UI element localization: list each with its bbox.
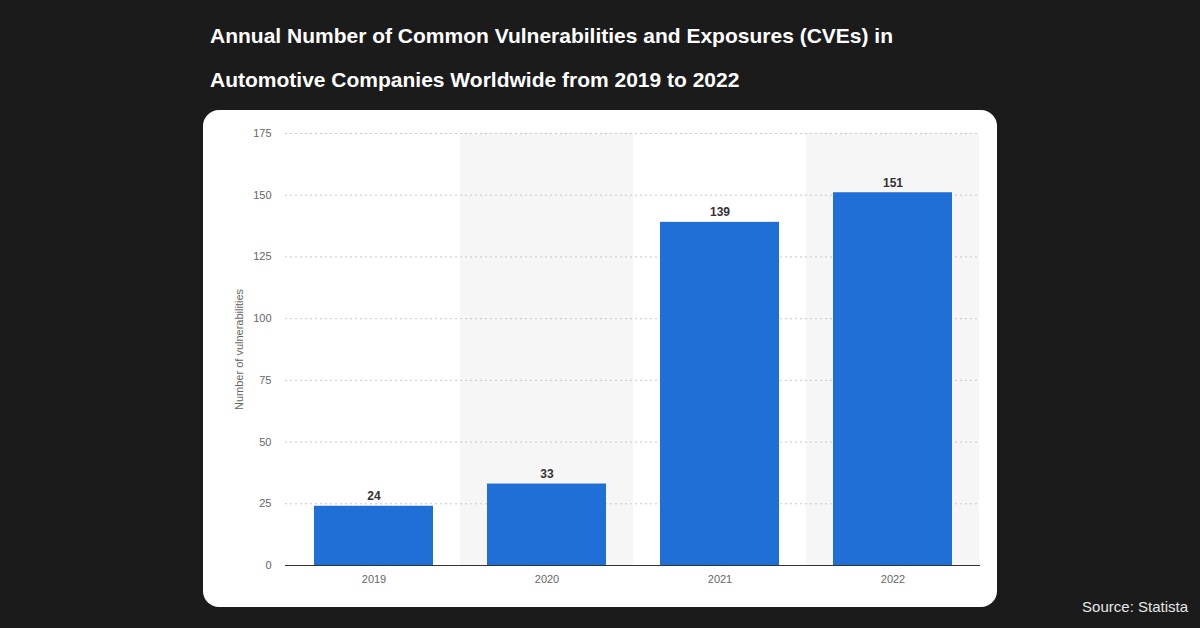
svg-text:151: 151 bbox=[883, 176, 903, 190]
svg-text:24: 24 bbox=[367, 489, 381, 503]
svg-text:25: 25 bbox=[259, 497, 271, 509]
svg-text:100: 100 bbox=[253, 312, 271, 324]
html-text:Annual Number of Common Vulner: Annual Number of Common Vulnerabilities … bbox=[210, 24, 893, 91]
svg-text:2020: 2020 bbox=[535, 573, 559, 585]
svg-text:0: 0 bbox=[265, 559, 271, 571]
svg-text:2021: 2021 bbox=[708, 573, 732, 585]
svg-text:33: 33 bbox=[540, 467, 554, 481]
svg-text:50: 50 bbox=[259, 436, 271, 448]
svg-text:139: 139 bbox=[710, 205, 730, 219]
svg-text:2022: 2022 bbox=[881, 573, 905, 585]
svg-text:150: 150 bbox=[253, 189, 271, 201]
svg-text:75: 75 bbox=[259, 374, 271, 386]
svg-text:2019: 2019 bbox=[362, 573, 386, 585]
html-text:Source: Statista: Source: Statista bbox=[1082, 598, 1188, 615]
svg-text:175: 175 bbox=[253, 127, 271, 139]
svg-text:125: 125 bbox=[253, 250, 271, 262]
svg-text:Number of vulnerabilities: Number of vulnerabilities bbox=[233, 288, 245, 410]
